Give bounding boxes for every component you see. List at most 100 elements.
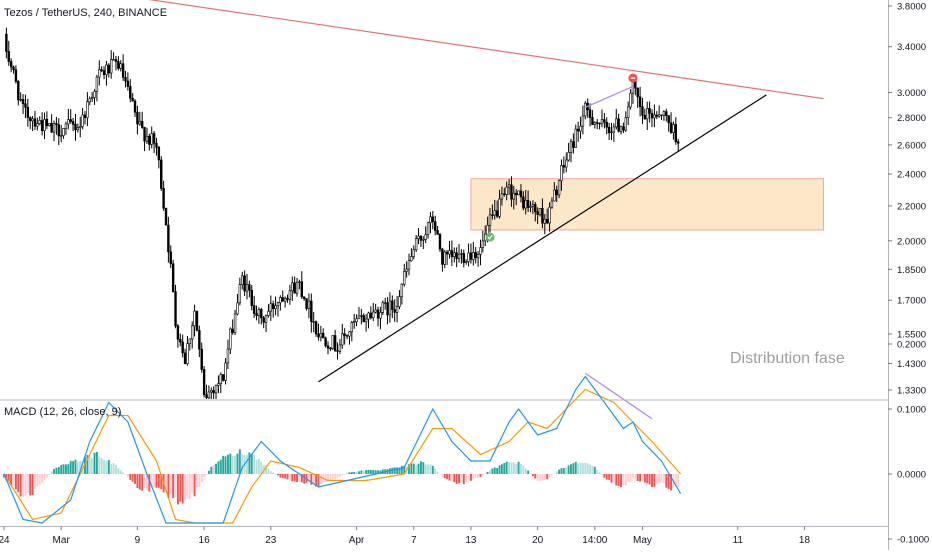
- macd-hist-bar-pos: [381, 469, 384, 474]
- macd-hist-bar-neg: [336, 474, 339, 478]
- candle-up: [412, 249, 415, 257]
- macd-hist-bar-pos: [122, 472, 125, 474]
- macd-hist-bar-neg: [655, 474, 658, 485]
- macd-hist-bar-pos: [508, 461, 511, 474]
- macd-hist-bar-neg: [319, 474, 322, 484]
- macd-hist-bar-pos: [53, 469, 55, 474]
- macd-hist-bar-pos: [515, 463, 518, 474]
- candle-down: [9, 61, 13, 68]
- candle-down: [462, 253, 465, 263]
- macd-hist-bar-neg: [286, 474, 289, 480]
- candle-down: [248, 284, 251, 291]
- candle-up: [460, 253, 463, 255]
- macd-hist-bar-pos: [398, 467, 401, 474]
- price-tick-label: 3.0000: [897, 88, 926, 99]
- candle-down: [677, 141, 680, 144]
- macd-hist-bar-pos: [91, 458, 94, 474]
- candle-up: [569, 141, 573, 153]
- candle-up: [88, 98, 91, 103]
- candle-up: [319, 332, 323, 338]
- macd-hist-bar-pos: [260, 461, 263, 474]
- macd-hist-bar-neg: [167, 474, 170, 498]
- macd-hist-bar-pos: [489, 470, 491, 474]
- candle-down: [140, 120, 144, 128]
- macd-hist-bar-pos: [246, 454, 248, 474]
- candle-up: [38, 120, 41, 125]
- candle-down: [596, 122, 599, 124]
- macd-hist-bar-neg: [548, 474, 551, 478]
- macd-hist-bar-neg: [141, 474, 144, 491]
- macd-hist-bar-neg: [198, 474, 201, 487]
- candle-up: [229, 328, 232, 350]
- candle-up: [95, 76, 99, 92]
- candle-up: [269, 303, 273, 312]
- candle-up: [31, 118, 34, 122]
- candle-down: [314, 321, 318, 335]
- macd-hist-bar-neg: [7, 474, 10, 481]
- candle-up: [43, 118, 46, 132]
- macd-hist-bar-neg: [43, 474, 46, 481]
- candle-down: [555, 189, 558, 196]
- macd-hist-bar-pos: [562, 468, 565, 474]
- macd-hist-bar-neg: [443, 474, 446, 479]
- candle-up: [353, 321, 356, 324]
- macd-hist-bar-neg: [651, 474, 653, 487]
- candle-up: [350, 322, 354, 333]
- candle-down: [369, 312, 373, 319]
- candle-down: [212, 390, 215, 394]
- candle-up: [312, 321, 315, 323]
- macd-hist-bar-neg: [610, 474, 613, 483]
- candle-down: [179, 338, 182, 343]
- candle-up: [581, 115, 585, 127]
- candle-down: [174, 291, 177, 327]
- macd-hist-bar-pos: [377, 470, 379, 474]
- candle-up: [64, 123, 68, 129]
- candle-down: [272, 303, 275, 309]
- candle-up: [98, 69, 101, 78]
- candle-up: [512, 192, 516, 200]
- candle-down: [329, 347, 332, 350]
- candle-down: [160, 159, 163, 189]
- macd-hist-bar-pos: [372, 470, 375, 474]
- candle-up: [457, 253, 461, 259]
- candle-up: [191, 325, 194, 340]
- macd-hist-bar-neg: [667, 474, 670, 489]
- price-tick-label: 3.4000: [897, 42, 926, 53]
- candle-up: [500, 193, 504, 200]
- macd-hist-bar-neg: [341, 474, 344, 476]
- macd-hist-bar-pos: [362, 470, 365, 474]
- macd-hist-bar-pos: [491, 468, 494, 474]
- candle-down: [17, 81, 20, 101]
- price-tick-label: 2.2000: [897, 201, 926, 212]
- candle-up: [207, 391, 211, 399]
- macd-hist-bar-neg: [155, 474, 158, 488]
- candle-up: [407, 260, 411, 270]
- candle-up: [355, 318, 358, 322]
- buy-marker-icon: [485, 232, 495, 242]
- macd-hist-bar-pos: [205, 474, 208, 475]
- candle-down: [200, 348, 203, 370]
- candle-up: [507, 184, 511, 188]
- candle-down: [643, 115, 647, 120]
- macd-hist-bar-pos: [353, 472, 356, 474]
- macd-hist-bar-neg: [145, 474, 148, 491]
- macd-hist-bar-neg: [481, 474, 484, 476]
- macd-tick-label: -0.1000: [897, 535, 929, 546]
- macd-hist-bar-pos: [262, 464, 265, 474]
- macd-hist-bar-pos: [272, 472, 275, 474]
- candle-down: [641, 106, 644, 116]
- candle-up: [298, 281, 301, 283]
- macd-hist-bar-neg: [176, 474, 179, 505]
- time-tick-label: 24: [0, 535, 10, 546]
- macd-hist-bar-neg: [34, 474, 36, 489]
- macd-hist-bar-pos: [560, 468, 563, 474]
- candle-down: [126, 80, 130, 87]
- macd-hist-bar-neg: [148, 474, 151, 492]
- macd-hist-bar-pos: [229, 453, 232, 474]
- candle-up: [422, 239, 425, 241]
- candle-up: [600, 119, 604, 125]
- candle-up: [429, 216, 432, 224]
- macd-hist-bar-neg: [150, 474, 153, 488]
- macd-hist-bar-pos: [527, 470, 530, 474]
- macd-hist-bar-pos: [238, 449, 241, 474]
